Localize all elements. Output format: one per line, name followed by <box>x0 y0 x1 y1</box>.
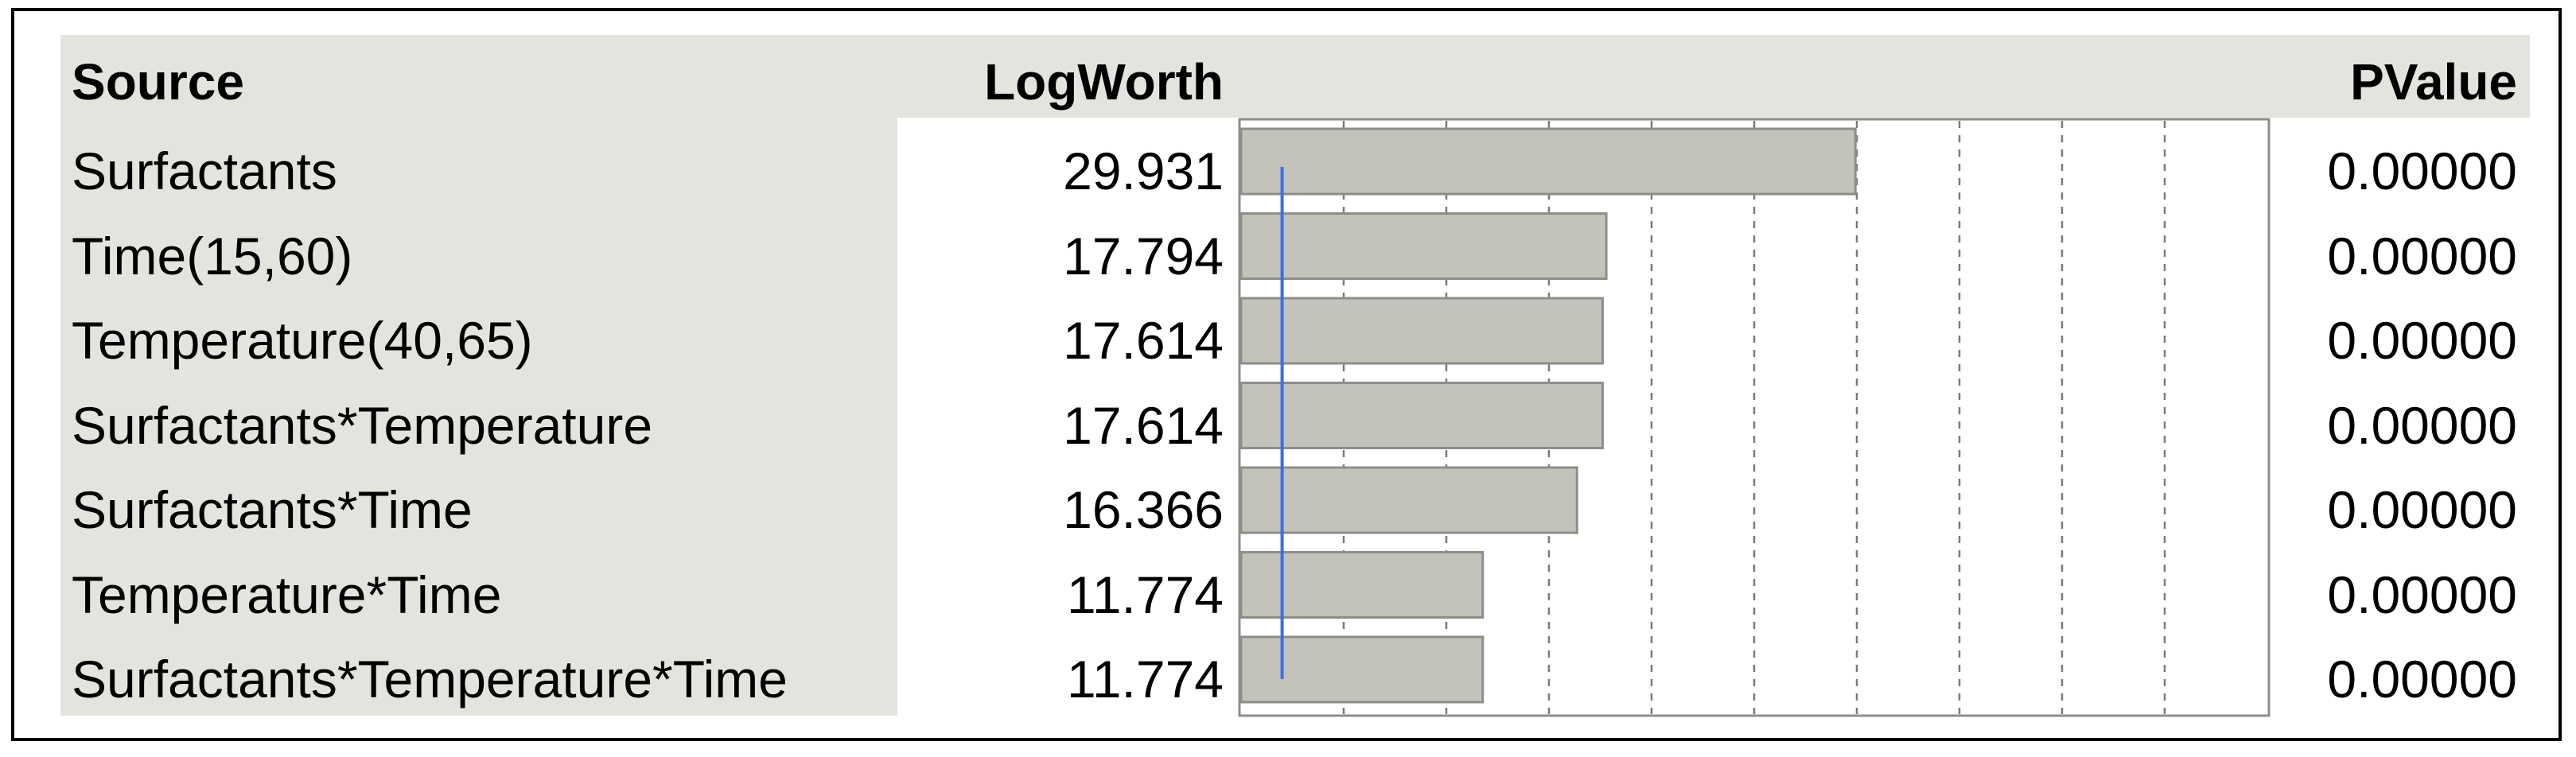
logworth-bar <box>1239 127 1857 196</box>
source-cell: Temperature(40,65) <box>72 311 533 370</box>
source-cell: Surfactants <box>72 142 337 200</box>
pvalue-cell: 0.00000 <box>2327 142 2517 200</box>
source-cell: Surfactants*Temperature <box>72 395 653 455</box>
logworth-bar <box>1239 635 1485 704</box>
logworth-cell: 29.931 <box>1063 142 1224 200</box>
source-cell: Time(15,60) <box>72 226 353 285</box>
pvalue-cell: 0.00000 <box>2327 226 2517 285</box>
logworth-bar <box>1239 297 1604 365</box>
header-row-bg <box>60 35 2530 118</box>
column-header-source[interactable]: Source <box>72 53 244 111</box>
source-cell: Temperature*Time <box>72 565 502 624</box>
logworth-cell: 17.614 <box>1063 311 1224 370</box>
logworth-bar <box>1239 466 1578 534</box>
logworth-bar <box>1239 382 1604 449</box>
column-header-logworth[interactable]: LogWorth <box>984 53 1224 111</box>
pvalue-cell: 0.00000 <box>2327 395 2517 455</box>
source-cell: Surfactants*Time <box>72 480 473 539</box>
logworth-bar <box>1239 551 1485 619</box>
logworth-cell: 17.794 <box>1063 226 1224 285</box>
pvalue-cell: 0.00000 <box>2327 650 2517 708</box>
logworth-cell: 11.774 <box>1067 565 1224 624</box>
logworth-cell: 17.614 <box>1063 395 1224 455</box>
column-header-bar <box>1239 43 2258 121</box>
source-cell: Surfactants*Temperature*Time <box>72 650 788 708</box>
pvalue-cell: 0.00000 <box>2327 565 2517 624</box>
logworth-cell: 16.366 <box>1063 480 1224 539</box>
logworth-bar-chart <box>1238 118 2271 717</box>
source-column-bg <box>60 118 897 716</box>
logworth-bar <box>1239 212 1608 280</box>
pvalue-cell: 0.00000 <box>2327 311 2517 370</box>
effect-summary-panel: Source LogWorth PValue Surfactants 29.931… <box>11 8 2562 741</box>
pvalue-cell: 0.00000 <box>2327 480 2517 539</box>
logworth-cell: 11.774 <box>1067 650 1224 708</box>
column-header-pvalue[interactable]: PValue <box>2350 53 2517 111</box>
